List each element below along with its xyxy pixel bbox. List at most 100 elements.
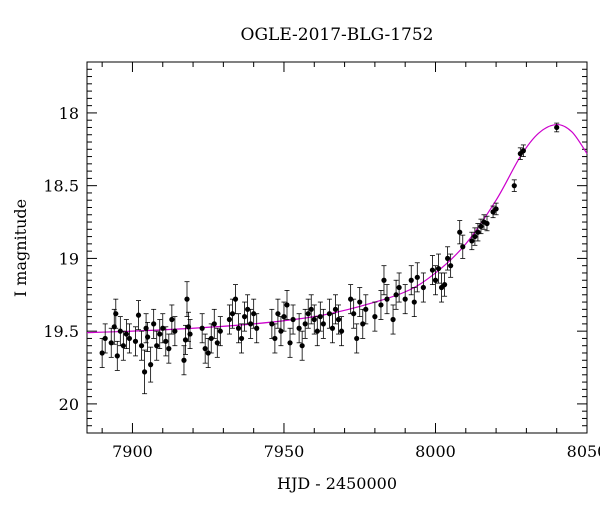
data-point [354, 323, 360, 354]
point-marker [429, 267, 436, 273]
data-point [245, 294, 251, 325]
point-marker [269, 321, 275, 327]
data-point [235, 313, 242, 344]
plot-area [86, 61, 588, 434]
point-marker [420, 284, 426, 291]
data-point [520, 144, 526, 157]
point-marker [226, 316, 233, 323]
data-point [329, 313, 336, 344]
data-point [445, 246, 451, 271]
point-marker [360, 321, 366, 327]
data-point [429, 255, 436, 286]
data-point [317, 301, 323, 332]
point-marker [396, 284, 402, 291]
point-marker [235, 325, 242, 331]
data-point [202, 333, 208, 364]
data-point [254, 313, 260, 344]
data-point [211, 308, 217, 339]
point-marker [287, 340, 293, 346]
point-marker [299, 343, 305, 349]
data-point [166, 333, 172, 364]
point-marker [329, 325, 336, 331]
data-point [299, 330, 305, 361]
point-marker [184, 296, 190, 302]
data-point [305, 298, 311, 329]
data-point [351, 298, 357, 329]
data-point [420, 272, 426, 303]
point-marker [460, 244, 466, 250]
point-marker [290, 316, 296, 323]
point-marker [414, 274, 420, 280]
data-point [172, 316, 178, 347]
point-marker [284, 302, 290, 308]
x-tick-label: 7950 [264, 442, 305, 461]
point-marker [217, 328, 223, 334]
data-point [217, 316, 223, 347]
point-marker [157, 331, 163, 337]
data-point [269, 308, 275, 339]
point-marker [241, 314, 248, 320]
point-marker [205, 350, 211, 356]
point-marker [472, 233, 478, 240]
x-axis: 7900 7950 8000 8050 [101, 62, 600, 461]
data-point [229, 298, 236, 329]
data-point [414, 262, 420, 293]
point-marker [232, 296, 239, 302]
point-marker [357, 299, 363, 305]
point-marker [145, 334, 151, 340]
point-marker [248, 321, 254, 327]
point-marker [272, 335, 278, 342]
data-point [184, 281, 190, 318]
plot-frame [86, 61, 588, 434]
data-point [135, 300, 142, 331]
point-marker [281, 314, 287, 320]
point-marker [445, 255, 451, 262]
x-tick-label: 7900 [112, 442, 153, 461]
data-point [208, 323, 214, 354]
point-marker [381, 277, 387, 283]
point-marker [245, 306, 251, 312]
data-point [302, 308, 308, 339]
point-marker [411, 299, 417, 305]
data-point [320, 308, 326, 339]
point-marker [278, 328, 284, 334]
point-marker [202, 346, 208, 352]
point-marker [229, 311, 236, 317]
point-marker [251, 311, 257, 317]
point-marker [332, 306, 339, 312]
data-point [199, 313, 205, 344]
data-point [372, 301, 378, 332]
data-point [378, 290, 384, 320]
data-point [290, 304, 296, 335]
data-point [102, 323, 108, 354]
point-marker [457, 229, 463, 235]
data-point [241, 301, 248, 332]
data-point [187, 319, 193, 350]
point-marker [238, 335, 245, 342]
point-marker [348, 296, 354, 302]
data-point [335, 304, 342, 335]
point-marker [214, 340, 220, 346]
point-marker [320, 321, 326, 327]
point-marker [484, 220, 490, 227]
data-point [296, 313, 302, 344]
data-point [141, 349, 148, 395]
data-point [232, 284, 239, 315]
point-marker [113, 311, 119, 317]
data-point [132, 326, 139, 357]
y-axis-label: I magnitude [11, 199, 30, 297]
point-marker [311, 316, 317, 323]
point-marker [317, 314, 323, 320]
x-tick-label: 8050 [567, 442, 600, 461]
y-tick-label: 18.5 [43, 177, 79, 196]
data-point [154, 330, 160, 361]
data-point [181, 345, 187, 376]
point-marker [187, 331, 193, 337]
data-point [484, 215, 490, 232]
point-marker [554, 124, 560, 131]
point-marker [441, 282, 448, 288]
data-point [332, 294, 339, 325]
data-point [145, 322, 151, 352]
point-marker [135, 312, 142, 318]
point-marker [378, 302, 384, 308]
